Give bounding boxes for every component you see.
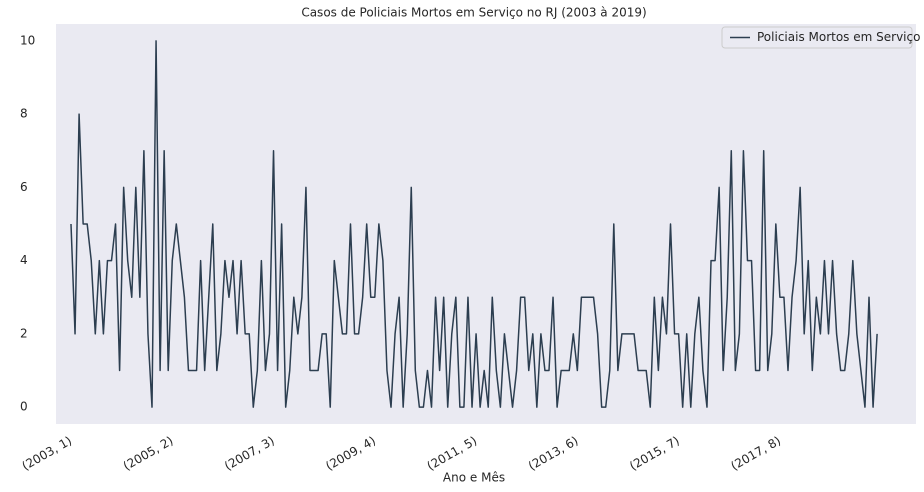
x-tick-label: (2015, 7) [627, 434, 682, 474]
x-tick-label: (2009, 4) [323, 434, 378, 474]
x-tick-label: (2007, 3) [222, 434, 277, 474]
legend: Policiais Mortos em Serviço [721, 26, 920, 49]
x-tick-label: (2013, 6) [526, 434, 581, 474]
x-tick-label: (2003, 1) [19, 434, 74, 474]
y-tick-label: 0 [20, 400, 28, 414]
y-tick-label: 2 [20, 326, 28, 340]
plot-area [56, 24, 916, 424]
x-tick-label: (2005, 2) [121, 434, 176, 474]
x-tick-label: (2011, 5) [425, 434, 480, 474]
y-tick-label: 4 [20, 253, 28, 267]
x-tick-label: (2017, 8) [728, 434, 783, 474]
y-tick-label: 8 [20, 107, 28, 121]
legend-box [721, 26, 913, 49]
chart-title: Casos de Policiais Mortos em Serviço no … [301, 6, 646, 20]
y-tick-label: 6 [20, 180, 28, 194]
y-tick-label: 10 [20, 33, 35, 47]
data-line [70, 40, 878, 408]
x-axis-label: Ano e Mês [443, 471, 505, 485]
legend-label: Policiais Mortos em Serviço [757, 30, 920, 44]
